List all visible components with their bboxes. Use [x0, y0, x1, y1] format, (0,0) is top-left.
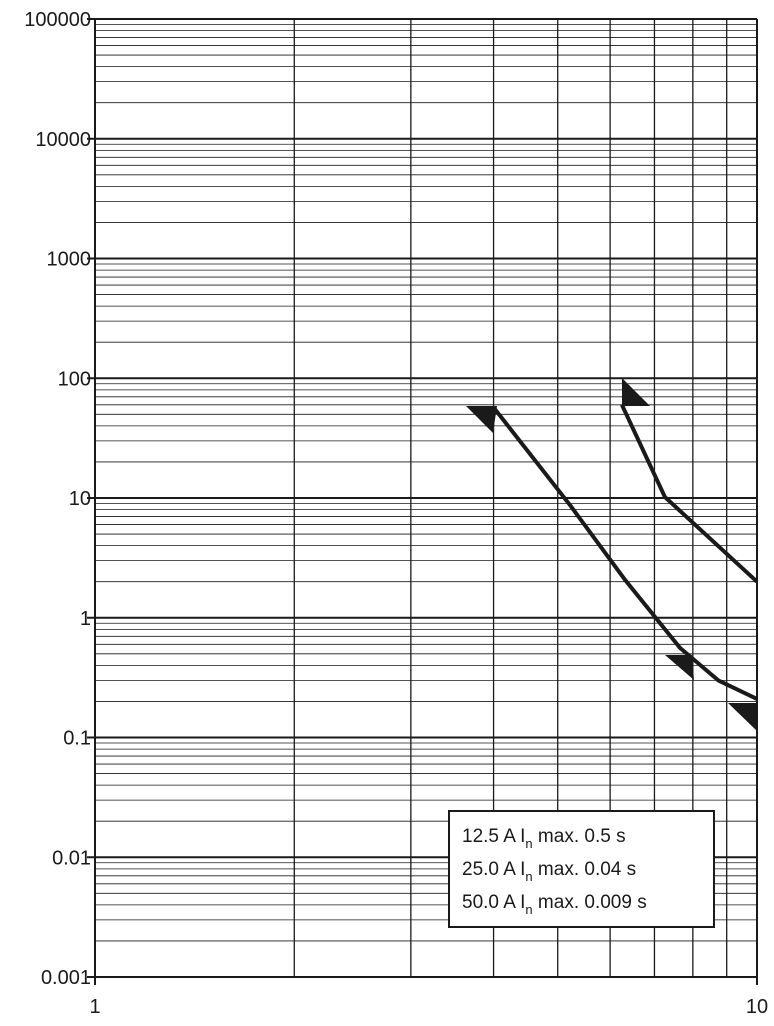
legend-text: max. 0.04 s — [533, 859, 637, 880]
legend-subscript: n — [525, 902, 532, 917]
tolerance-marker — [466, 406, 497, 433]
legend-text: 12.5 A I — [462, 826, 525, 847]
y-tick-label: 100000 — [24, 9, 91, 31]
legend-subscript: n — [525, 869, 532, 884]
x-tick-label: 1 — [89, 996, 100, 1018]
tolerance-marker — [665, 655, 694, 680]
legend-box: 12.5 A In max. 0.5 s25.0 A In max. 0.04 … — [448, 810, 715, 928]
legend-text: 50.0 A I — [462, 892, 525, 913]
y-tick-label: 1000 — [47, 249, 92, 271]
legend-text: max. 0.009 s — [533, 892, 647, 913]
curve — [620, 403, 759, 584]
tolerance-markers — [466, 378, 757, 731]
legend-subscript: n — [525, 836, 532, 851]
curves — [492, 403, 759, 701]
curve — [492, 406, 758, 701]
legend-frame — [448, 810, 715, 928]
y-tick-label: 0.001 — [41, 967, 91, 989]
y-tick-label: 0.1 — [63, 728, 91, 750]
y-tick-label: 0.01 — [52, 847, 91, 869]
legend-text: max. 0.5 s — [533, 826, 626, 847]
x-tick-label: 10 — [746, 996, 768, 1018]
y-tick-label: 1 — [80, 608, 91, 630]
tolerance-marker — [728, 703, 757, 731]
axis-labels: 0.001 0.01 0.1 1 10 100 1000 10000 100000 1 10 — [24, 9, 768, 1018]
legend-text: 25.0 A I — [462, 859, 525, 880]
legend-line: 25.0 A In max. 0.04 s — [462, 859, 636, 884]
y-tick-label: 10000 — [35, 129, 91, 151]
y-tick-label: 10 — [69, 488, 91, 510]
tolerance-marker — [622, 378, 650, 406]
legend-line: 50.0 A In max. 0.009 s — [462, 892, 647, 917]
legend-line: 12.5 A In max. 0.5 s — [462, 826, 626, 851]
y-tick-label: 100 — [58, 368, 91, 390]
